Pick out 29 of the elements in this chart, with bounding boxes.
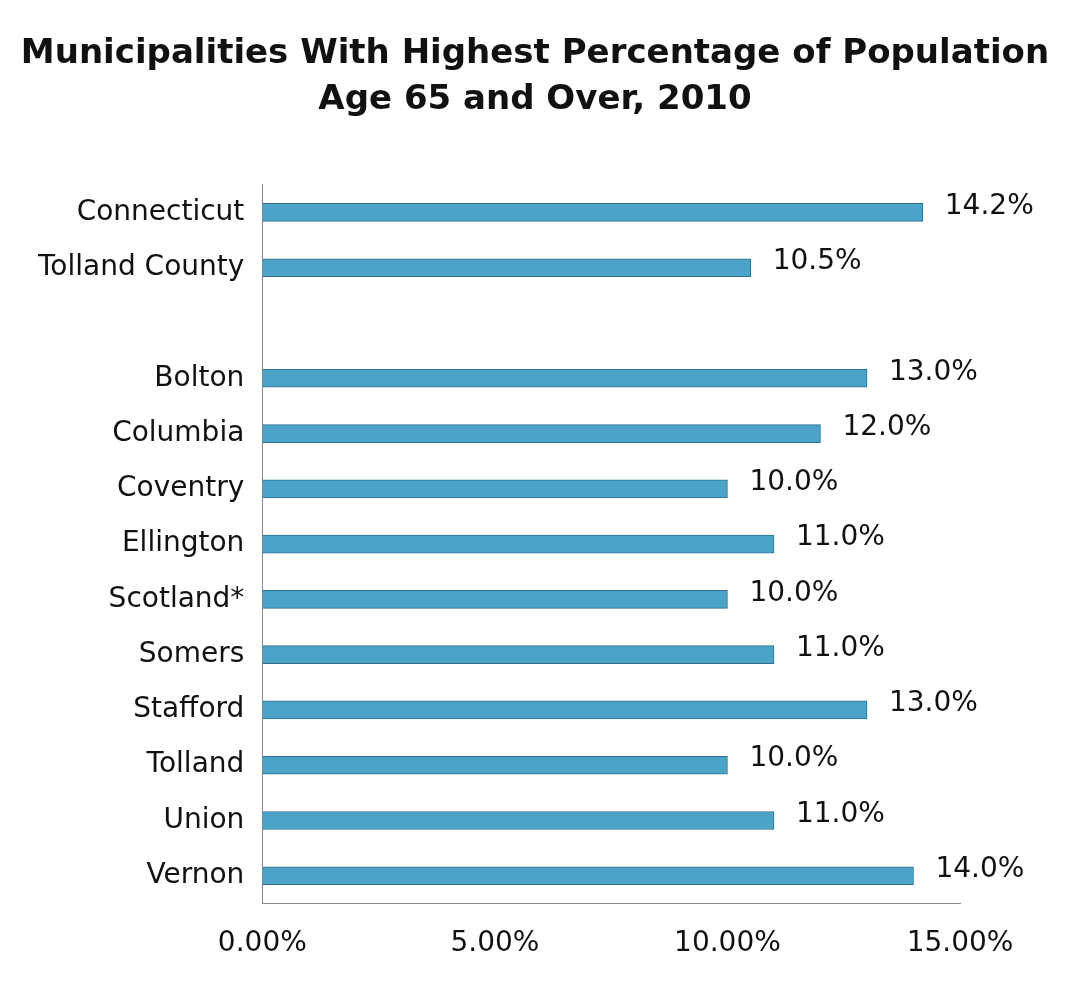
data-label: 10.0% bbox=[749, 740, 839, 774]
chart-title: Municipalities With Highest Percentage of Population Age 65 and Over, 2010 bbox=[19, 30, 1051, 119]
y-tick-label: Tolland County bbox=[36, 249, 245, 282]
y-tick-label: Coventry bbox=[117, 470, 245, 504]
y-tick-label: Tolland bbox=[145, 746, 245, 780]
data-label: 14.0% bbox=[935, 851, 1025, 885]
y-tick-label: Somers bbox=[138, 635, 245, 669]
data-label: 10.5% bbox=[772, 243, 862, 276]
x-tick-label: 15.00% bbox=[906, 925, 1014, 959]
data-label: 13.0% bbox=[888, 685, 978, 719]
y-tick-label: Vernon bbox=[146, 857, 245, 891]
y-tick-label: Union bbox=[163, 801, 245, 835]
x-tick-label: 10.00% bbox=[674, 925, 781, 959]
y-tick-label: Ellington bbox=[121, 525, 245, 559]
y-tick-label: Stafford bbox=[133, 691, 245, 725]
y-tick-label: Columbia bbox=[112, 414, 245, 448]
x-tick-label: 5.00% bbox=[450, 925, 540, 959]
y-tick-label: Scotland* bbox=[108, 580, 245, 614]
y-tick-label: Connecticut bbox=[76, 193, 245, 227]
data-label: 11.0% bbox=[795, 629, 885, 663]
data-label: 12.0% bbox=[842, 408, 932, 442]
x-tick-label: 0.00% bbox=[217, 925, 307, 959]
data-label: 10.0% bbox=[749, 574, 839, 608]
data-label: 14.2% bbox=[944, 187, 1034, 221]
data-label: 11.0% bbox=[795, 795, 885, 829]
data-label: 13.0% bbox=[888, 353, 978, 387]
data-label: 11.0% bbox=[795, 519, 885, 553]
y-tick-label: Bolton bbox=[154, 359, 245, 393]
data-label: 10.0% bbox=[749, 464, 839, 498]
